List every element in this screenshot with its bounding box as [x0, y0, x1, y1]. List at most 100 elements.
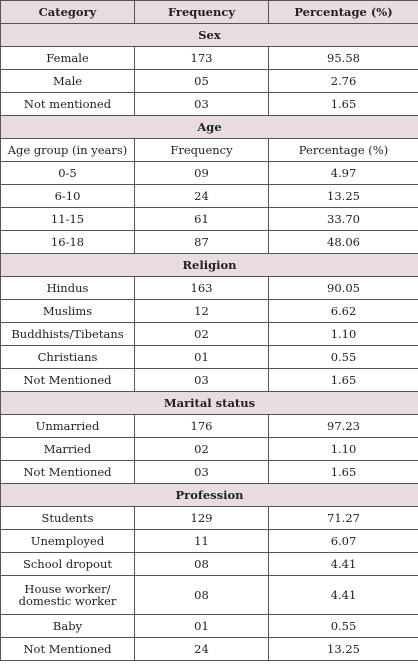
percentage-cell: 1.65	[268, 368, 418, 392]
subheader-cell: Age group (in years)	[0, 138, 135, 162]
frequency-cell: 12	[134, 299, 269, 323]
section-title: Marital status	[0, 391, 418, 415]
category-cell: House worker/ domestic worker	[0, 575, 135, 615]
frequency-cell: 01	[134, 614, 269, 638]
percentage-cell: 90.05	[268, 276, 418, 300]
category-cell: Not mentioned	[0, 92, 135, 116]
percentage-cell: 6.62	[268, 299, 418, 323]
table-row: 0-5 09 4.97	[0, 161, 418, 185]
table-row: Baby 01 0.55	[0, 614, 418, 638]
percentage-cell: 1.65	[268, 92, 418, 116]
frequency-cell: 08	[134, 552, 269, 576]
table-row: School dropout 08 4.41	[0, 552, 418, 576]
category-cell: School dropout	[0, 552, 135, 576]
section-title: Sex	[0, 23, 418, 47]
category-cell: Not Mentioned	[0, 637, 135, 661]
table-row: 11-15 61 33.70	[0, 207, 418, 231]
table-row: Not Mentioned 24 13.25	[0, 637, 418, 661]
table-row: 6-10 24 13.25	[0, 184, 418, 208]
table-row: Students 129 71.27	[0, 506, 418, 530]
category-cell: Christians	[0, 345, 135, 369]
table-row: Muslims 12 6.62	[0, 299, 418, 323]
category-cell: 16-18	[0, 230, 135, 254]
category-cell: Muslims	[0, 299, 135, 323]
section-row: Age	[0, 115, 418, 139]
percentage-cell: 33.70	[268, 207, 418, 231]
subheader-cell: Frequency	[134, 138, 269, 162]
percentage-cell: 13.25	[268, 637, 418, 661]
frequency-cell: 11	[134, 529, 269, 553]
percentage-cell: 1.10	[268, 437, 418, 461]
frequency-cell: 09	[134, 161, 269, 185]
percentage-cell: 4.41	[268, 552, 418, 576]
table-header-row: Category Frequency Percentage (%)	[0, 0, 418, 24]
subheader-cell: Percentage (%)	[268, 138, 418, 162]
table-row: Not Mentioned 03 1.65	[0, 460, 418, 484]
frequency-cell: 176	[134, 414, 269, 438]
frequency-cell: 163	[134, 276, 269, 300]
table-row: Buddhists/Tibetans 02 1.10	[0, 322, 418, 346]
frequency-cell: 01	[134, 345, 269, 369]
section-title: Religion	[0, 253, 418, 277]
section-row: Sex	[0, 23, 418, 47]
header-category: Category	[0, 0, 135, 24]
frequency-cell: 24	[134, 184, 269, 208]
category-cell: Not Mentioned	[0, 368, 135, 392]
category-cell: Baby	[0, 614, 135, 638]
frequency-cell: 61	[134, 207, 269, 231]
percentage-cell: 6.07	[268, 529, 418, 553]
table-row: Not mentioned 03 1.65	[0, 92, 418, 116]
percentage-cell: 13.25	[268, 184, 418, 208]
table-row: Unemployed 11 6.07	[0, 529, 418, 553]
percentage-cell: 2.76	[268, 69, 418, 93]
frequency-cell: 129	[134, 506, 269, 530]
category-cell: 0-5	[0, 161, 135, 185]
category-cell: Married	[0, 437, 135, 461]
frequency-cell: 02	[134, 437, 269, 461]
header-percentage: Percentage (%)	[268, 0, 418, 24]
section-row: Religion	[0, 253, 418, 277]
section-title: Age	[0, 115, 418, 139]
percentage-cell: 4.97	[268, 161, 418, 185]
category-cell: Hindus	[0, 276, 135, 300]
category-cell: 6-10	[0, 184, 135, 208]
section-row: Marital status	[0, 391, 418, 415]
frequency-cell: 02	[134, 322, 269, 346]
category-cell: Male	[0, 69, 135, 93]
percentage-cell: 95.58	[268, 46, 418, 70]
percentage-cell: 71.27	[268, 506, 418, 530]
percentage-cell: 1.10	[268, 322, 418, 346]
table-row: Unmarried 176 97.23	[0, 414, 418, 438]
frequency-cell: 87	[134, 230, 269, 254]
section-title: Profession	[0, 483, 418, 507]
frequency-cell: 03	[134, 368, 269, 392]
subheader-row: Age group (in years) Frequency Percentage …	[0, 138, 418, 162]
table-row: Female 173 95.58	[0, 46, 418, 70]
table-row: Male 05 2.76	[0, 69, 418, 93]
category-cell: Buddhists/Tibetans	[0, 322, 135, 346]
table-row: Hindus 163 90.05	[0, 276, 418, 300]
category-cell: 11-15	[0, 207, 135, 231]
percentage-cell: 48.06	[268, 230, 418, 254]
frequency-cell: 03	[134, 460, 269, 484]
table-body: Sex Female 173 95.58 Male 05 2.76 Not mentioned…	[0, 23, 418, 661]
frequency-cell: 24	[134, 637, 269, 661]
category-cell: Not Mentioned	[0, 460, 135, 484]
frequency-cell: 173	[134, 46, 269, 70]
table-row: Married 02 1.10	[0, 437, 418, 461]
percentage-cell: 0.55	[268, 345, 418, 369]
frequency-cell: 03	[134, 92, 269, 116]
table-row: House worker/ domestic worker 08 4.41	[0, 575, 418, 615]
percentage-cell: 1.65	[268, 460, 418, 484]
table-row: 16-18 87 48.06	[0, 230, 418, 254]
frequency-cell: 05	[134, 69, 269, 93]
category-cell: Unmarried	[0, 414, 135, 438]
section-row: Profession	[0, 483, 418, 507]
percentage-cell: 97.23	[268, 414, 418, 438]
percentage-cell: 0.55	[268, 614, 418, 638]
percentage-cell: 4.41	[268, 575, 418, 615]
category-cell: Students	[0, 506, 135, 530]
category-cell: Unemployed	[0, 529, 135, 553]
frequency-cell: 08	[134, 575, 269, 615]
